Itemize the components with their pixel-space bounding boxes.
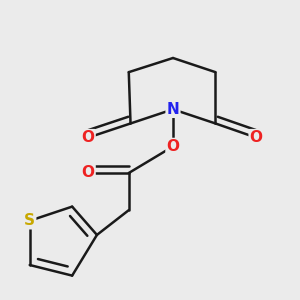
Text: O: O <box>250 130 263 145</box>
Text: N: N <box>167 102 179 117</box>
Text: O: O <box>82 166 94 181</box>
Text: O: O <box>82 130 94 145</box>
Text: S: S <box>24 213 35 228</box>
Text: O: O <box>167 139 179 154</box>
